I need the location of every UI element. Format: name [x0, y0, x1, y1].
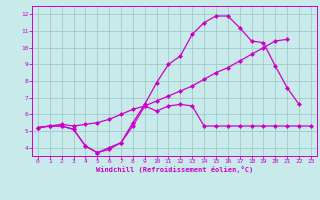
X-axis label: Windchill (Refroidissement éolien,°C): Windchill (Refroidissement éolien,°C)	[96, 166, 253, 173]
